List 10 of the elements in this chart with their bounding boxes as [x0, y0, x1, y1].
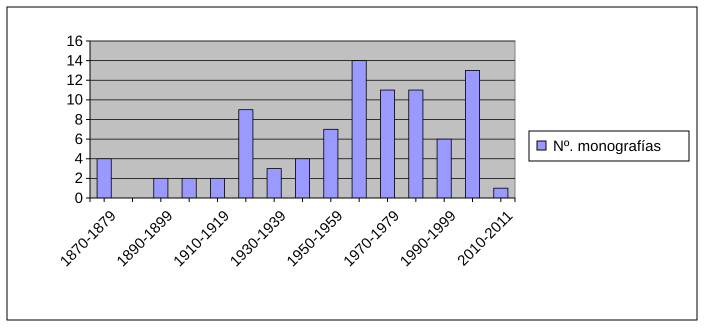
- y-tick-label: 8: [74, 111, 83, 128]
- y-tick-label: 14: [66, 52, 83, 70]
- legend-label: Nº. monografías: [553, 138, 662, 155]
- y-tick-label: 4: [74, 150, 83, 168]
- y-tick-label: 2: [74, 170, 83, 188]
- y-tick-label: 6: [74, 130, 83, 148]
- y-tick-label: 10: [66, 92, 83, 109]
- y-tick-label: 16: [66, 32, 83, 50]
- y-tick-label: 0: [74, 190, 83, 207]
- y-tick-label: 12: [66, 72, 83, 90]
